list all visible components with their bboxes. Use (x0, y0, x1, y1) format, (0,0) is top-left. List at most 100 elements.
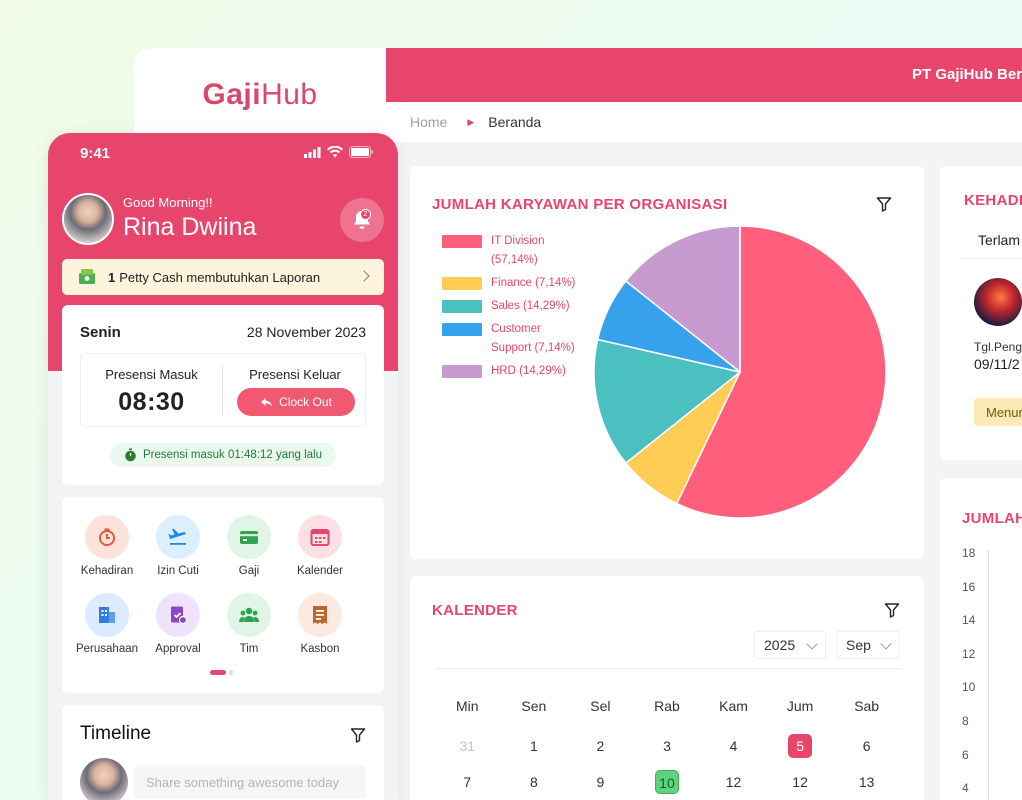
greeting: Good Morning!! (123, 195, 213, 210)
approval-icon (156, 593, 200, 637)
timeline-card: Timeline (62, 705, 384, 800)
day-label: Senin (80, 324, 121, 341)
breadcrumb-separator-icon: ▶ (467, 116, 475, 127)
calendar-day[interactable]: 5 (767, 734, 834, 758)
calendar-day[interactable]: 2 (567, 734, 634, 758)
timeline-title: Timeline (80, 723, 152, 744)
legend-label: HRD (14,29%) (491, 365, 566, 377)
calendar-day[interactable]: 8 (501, 770, 568, 794)
calendar-day-number: 1 (529, 738, 538, 754)
calendar-day[interactable]: 12 (700, 770, 767, 794)
menu-item-kalender[interactable]: Kalender (284, 515, 356, 577)
calendar-weekday-row: Min Sen Sel Rab Kam Jum Sab (434, 698, 900, 734)
kehadiran-card: KEHADI Terlam Tgl.Penga 09/11/2 Menun (940, 166, 1022, 460)
legend-item[interactable]: HRD (14,29%) (442, 362, 602, 381)
building-icon (85, 593, 129, 637)
petty-text: Petty Cash membutuhkan Laporan (119, 269, 321, 285)
calendar-day[interactable]: 6 (833, 734, 900, 758)
legend-item[interactable]: Sales (14,29%) (442, 297, 602, 316)
filter-icon[interactable] (876, 196, 892, 212)
money-icon (79, 269, 95, 284)
pie-card-title: JUMLAH KARYAWAN PER ORGANISASI (432, 196, 728, 213)
menu-item-label: Izin Cuti (157, 565, 199, 577)
calendar-filter-icon[interactable] (884, 602, 900, 618)
timeline-filter-icon[interactable] (350, 727, 366, 743)
y-tick-label: 12 (962, 646, 976, 661)
weekday-label: Kam (719, 698, 748, 714)
menu-item-gaji[interactable]: Gaji (213, 515, 285, 577)
calendar-day-number: 4 (729, 738, 738, 754)
receipt-icon (298, 593, 342, 637)
petty-cash-banner[interactable]: 1 Petty Cash membutuhkan Laporan (62, 259, 384, 295)
calendar-day[interactable]: 1 (501, 734, 568, 758)
pie-slice-sales[interactable] (593, 338, 742, 465)
calendar-day[interactable]: 3 (634, 734, 701, 758)
clock-out-button[interactable]: Clock Out (237, 388, 355, 416)
calendar-day-number: 6 (862, 738, 871, 754)
gajihub-logo[interactable]: GajiHub (202, 78, 318, 111)
team-icon (227, 593, 271, 637)
weekday-label: Sel (590, 698, 611, 714)
legend-label: Sales (14,29%) (491, 300, 570, 312)
weekday-label: Min (456, 698, 479, 714)
pie-legend: IT Division (57,14%) Finance (7,14%) Sales… (442, 232, 602, 385)
menu-item-label: Perusahaan (75, 643, 139, 655)
legend-label: IT Division (57,14%) (491, 235, 545, 266)
menu-item-label: Tim (239, 643, 259, 655)
calendar-day[interactable]: 10 (634, 770, 701, 794)
year-select[interactable]: 2025 (754, 631, 826, 659)
legend-item[interactable]: Customer Support (7,14%) (442, 320, 602, 358)
y-tick-label: 16 (962, 579, 976, 594)
notification-button[interactable] (340, 198, 384, 242)
weekday-label: Jum (786, 698, 814, 714)
calendar-day-number: 12 (725, 774, 742, 790)
calendar-week-row: 31 1 2 3 4 5 6 (434, 734, 900, 770)
menu-item-label: Approval (155, 643, 201, 655)
calendar-day[interactable]: 13 (833, 770, 900, 794)
weekday-label: Rab (654, 698, 680, 714)
tab-terlambat[interactable]: Terlam (978, 232, 1021, 248)
menu-item-perusahaan[interactable]: Perusahaan (71, 593, 143, 655)
month-select[interactable]: Sep (836, 631, 900, 659)
menu-item-approval[interactable]: Approval (142, 593, 214, 655)
menu-item-izin-cuti[interactable]: Izin Cuti (142, 515, 214, 577)
year-select-value: 2025 (764, 637, 796, 653)
pager-dot[interactable] (229, 670, 233, 675)
calendar-day[interactable]: 7 (434, 770, 501, 794)
y-tick-label: 18 (962, 546, 976, 560)
jumlah-chart-card: JUMLAH 18 16 14 12 10 8 6 4 (940, 478, 1022, 800)
legend-item[interactable]: IT Division (57,14%) (442, 232, 602, 270)
status-badge: Menun (974, 398, 1022, 426)
y-tick-label: 4 (962, 781, 969, 796)
airplane-icon (156, 515, 200, 559)
timeline-post-input[interactable] (134, 765, 366, 799)
attendance-divider (222, 366, 223, 416)
menu-item-kasbon[interactable]: Kasbon (284, 593, 356, 655)
y-axis-line (988, 550, 989, 800)
calendar-day[interactable]: 4 (700, 734, 767, 758)
y-tick-label: 6 (962, 747, 969, 762)
wallet-icon (227, 515, 271, 559)
menu-item-kehadiran[interactable]: Kehadiran (71, 515, 143, 577)
pager-dot-active (210, 670, 226, 675)
user-avatar[interactable] (62, 193, 114, 245)
y-tick-label: 14 (962, 613, 976, 628)
chevron-down-icon (806, 638, 818, 650)
pie-slice-it-division[interactable] (675, 226, 887, 519)
company-name[interactable]: PT GajiHub Ber (912, 66, 1022, 83)
breadcrumb-home[interactable]: Home (410, 114, 448, 130)
month-select-value: Sep (846, 637, 871, 653)
pie-slice-hrd[interactable] (624, 226, 741, 374)
status-time: 9:41 (80, 145, 111, 162)
calendar-day[interactable]: 12 (767, 770, 834, 794)
legend-item[interactable]: Finance (7,14%) (442, 274, 602, 293)
top-navbar: PT GajiHub Ber (386, 48, 1022, 102)
clock-out-label: Clock Out (279, 395, 332, 409)
employees-per-org-card: JUMLAH KARYAWAN PER ORGANISASI IT Divisi… (410, 166, 924, 559)
timeline-avatar (80, 758, 128, 800)
calendar-day[interactable]: 31 (434, 734, 501, 758)
chevron-right-icon (358, 270, 370, 282)
menu-item-tim[interactable]: Tim (213, 593, 285, 655)
calendar-day-number: 10 (654, 770, 679, 794)
calendar-day[interactable]: 9 (567, 770, 634, 794)
